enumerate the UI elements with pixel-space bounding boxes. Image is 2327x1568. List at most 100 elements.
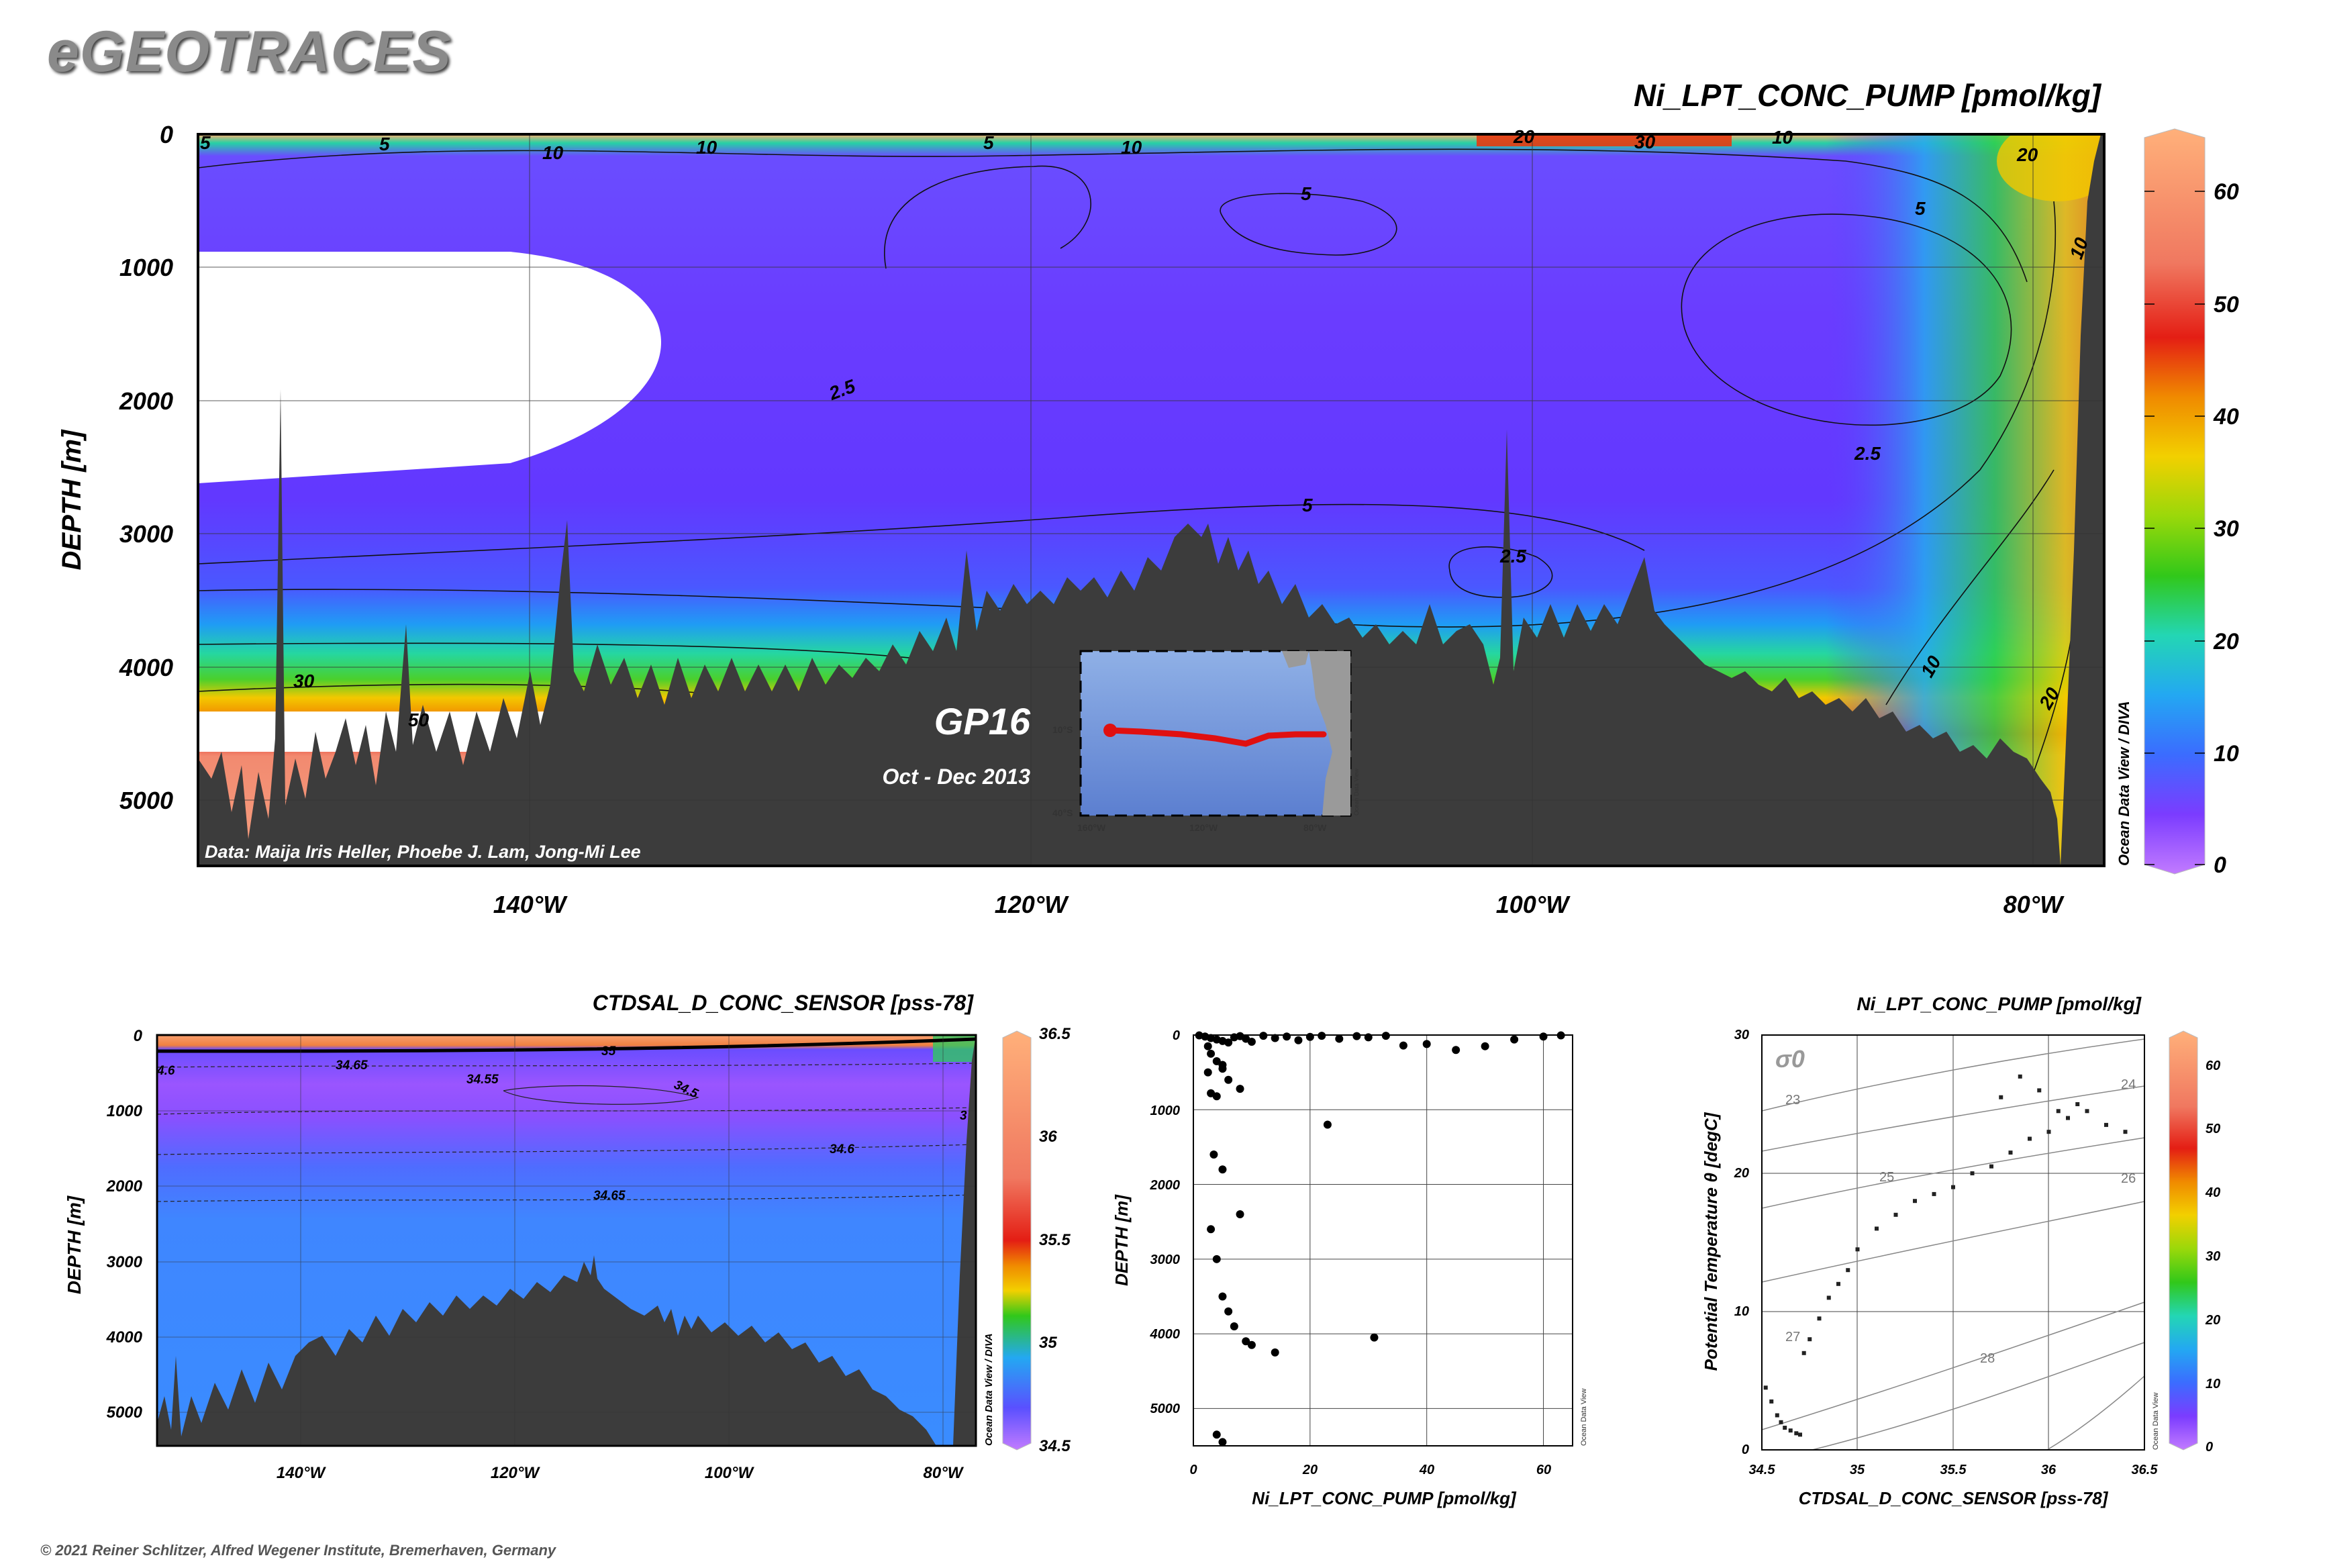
scatter-x-tick: 60 xyxy=(1536,1463,1551,1477)
ts-sigma-label: σ0 xyxy=(1775,1045,1805,1073)
scatter-point xyxy=(1399,1041,1407,1050)
colorbar-tick: 30 xyxy=(2214,516,2239,542)
ts-density-labels: 23 24 25 26 27 28 xyxy=(1785,1077,2136,1366)
main-y-tick: 3000 xyxy=(119,520,173,548)
contour-label: 10 xyxy=(542,142,564,163)
ts-x-tick: 36 xyxy=(2041,1463,2057,1477)
contour-label: 5 xyxy=(1915,198,1926,219)
scatter-y-ticks: 0 1000 2000 3000 4000 5000 xyxy=(1150,1028,1181,1416)
main-section-title: Ni_LPT_CONC_PUMP [pmol/kg] xyxy=(1634,78,2102,113)
salinity-min-contour xyxy=(503,1085,699,1105)
scatter-point xyxy=(1335,1034,1344,1043)
ts-colorbar-tick: 40 xyxy=(2205,1185,2220,1200)
contour-label: 34.65 xyxy=(593,1189,626,1203)
ts-y-label: Potential Temperature θ [degC] xyxy=(1701,1112,1721,1371)
inset-land xyxy=(1309,651,1350,816)
scatter-y-tick: 5000 xyxy=(1150,1402,1181,1416)
ts-point xyxy=(1775,1413,1779,1418)
ts-y-tick: 30 xyxy=(1734,1028,1749,1042)
density-label: 23 xyxy=(1785,1093,1800,1108)
scatter-y-tick: 1000 xyxy=(1150,1104,1181,1118)
scatter-point xyxy=(1381,1032,1390,1040)
ts-colorbar-tick: 50 xyxy=(2206,1122,2220,1136)
scatter-point xyxy=(1539,1032,1548,1041)
contour-label: 5 xyxy=(1302,495,1313,516)
cruise-label: GP16 xyxy=(934,700,1031,742)
ts-title: Ni_LPT_CONC_PUMP [pmol/kg] xyxy=(1856,993,2142,1014)
ts-point xyxy=(2123,1130,2128,1134)
inset-lon-tick: 160°W xyxy=(1077,822,1106,833)
ts-point xyxy=(1932,1191,1936,1196)
ts-diagram: Ni_LPT_CONC_PUMP [pmol/kg] σ0 23 24 25 2… xyxy=(1701,993,2220,1508)
ts-point xyxy=(2085,1109,2089,1114)
ts-point xyxy=(1836,1281,1840,1286)
ts-point xyxy=(2046,1130,2051,1134)
inset-lat-tick: 40°S xyxy=(1052,807,1073,818)
scatter-x-tick: 40 xyxy=(1419,1463,1434,1477)
ts-point xyxy=(1826,1295,1831,1300)
contour-label: 10 xyxy=(1772,127,1793,148)
scatter-point xyxy=(1224,1307,1233,1316)
colorbar-tick: 0 xyxy=(2214,852,2226,878)
main-y-tick: 4000 xyxy=(119,654,173,681)
ts-point xyxy=(2104,1122,2108,1127)
colorbar-tick: 50 xyxy=(2214,292,2239,317)
contour-label: 20 xyxy=(1513,126,1535,147)
salinity-y-ticks: 0 1000 2000 3000 4000 5000 xyxy=(106,1027,143,1422)
contour-label: 5 xyxy=(983,132,994,153)
ts-point xyxy=(2028,1136,2032,1141)
ts-point xyxy=(1875,1226,1879,1231)
density-label: 24 xyxy=(2121,1077,2136,1092)
salinity-colorbar-tick: 35.5 xyxy=(1039,1231,1071,1249)
salinity-bathymetry xyxy=(157,1255,936,1446)
scatter-point xyxy=(1207,1049,1216,1058)
ts-point xyxy=(2056,1109,2061,1114)
scatter-point xyxy=(1271,1348,1279,1357)
ts-y-tick: 0 xyxy=(1742,1442,1749,1457)
scatter-odv-note: Ocean Data View xyxy=(1580,1389,1588,1446)
scatter-point xyxy=(1370,1333,1379,1342)
ts-point xyxy=(1951,1185,1955,1189)
main-x-tick: 80°W xyxy=(2003,891,2065,918)
ts-colorbar-tick: 20 xyxy=(2205,1313,2220,1328)
scatter-point xyxy=(1218,1438,1227,1447)
salinity-x-tick: 140°W xyxy=(277,1464,327,1482)
contour-label: 10 xyxy=(696,137,717,158)
scatter-point xyxy=(1236,1085,1244,1093)
scatter-point xyxy=(1224,1075,1233,1084)
main-x-tick: 120°W xyxy=(995,891,1069,918)
inset-land-north xyxy=(1282,651,1309,668)
ts-y-tick: 10 xyxy=(1734,1304,1749,1319)
scatter-point xyxy=(1318,1032,1326,1040)
scatter-point xyxy=(1203,1042,1212,1050)
contour-label: 35 xyxy=(601,1044,616,1059)
scatter-point xyxy=(1481,1042,1489,1050)
depth-scatter-plot: 0 1000 2000 3000 4000 5000 0 20 40 60 Ni… xyxy=(1111,1028,1588,1508)
main-x-ticks: 140°W 120°W 100°W 80°W xyxy=(493,891,2065,918)
scatter-point xyxy=(1556,1031,1565,1040)
main-section-plot: Ni_LPT_CONC_PUMP [pmol/kg] DEPTH [m] xyxy=(57,78,2239,918)
contour-label: 30 xyxy=(1634,132,1656,152)
inset-lon-tick: 80°W xyxy=(1303,822,1327,833)
main-y-tick: 2000 xyxy=(119,387,173,415)
inset-map: 10°S 40°S 160°W 120°W 80°W Ocean Data Vi… xyxy=(1052,650,1360,833)
data-credit: Data: Maija Iris Heller, Phoebe J. Lam, … xyxy=(205,842,641,862)
salinity-colorbar: 34.5 35 35.5 36 36.5 xyxy=(1002,1025,1071,1455)
salinity-y-tick: 4000 xyxy=(106,1328,143,1346)
scatter-point xyxy=(1242,1337,1250,1346)
main-colorbar: 0 10 20 30 40 50 60 xyxy=(2144,128,2239,878)
ts-point xyxy=(1846,1268,1850,1273)
scatter-point xyxy=(1236,1210,1244,1219)
scatter-point xyxy=(1247,1340,1256,1349)
density-label: 25 xyxy=(1879,1170,1894,1185)
ts-colorbar-tick: 10 xyxy=(2206,1377,2220,1391)
scatter-point xyxy=(1271,1034,1279,1042)
scatter-point xyxy=(1209,1150,1218,1159)
scatter-point xyxy=(1230,1322,1238,1330)
inset-lat-tick: 10°S xyxy=(1052,724,1073,735)
scatter-point xyxy=(1203,1068,1212,1077)
scatter-point xyxy=(1352,1032,1361,1040)
inset-lon-tick: 120°W xyxy=(1189,822,1218,833)
ts-point xyxy=(1808,1337,1812,1342)
